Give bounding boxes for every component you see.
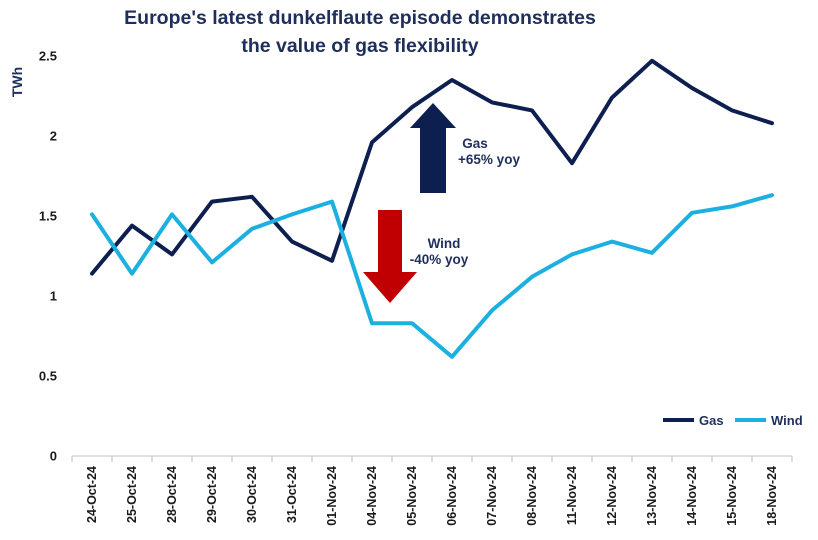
gas-up-arrow-icon <box>410 103 456 193</box>
x-tick-label: 05-Nov-24 <box>405 466 419 526</box>
y-tick-label: 1.5 <box>39 209 57 224</box>
series-lines <box>90 58 774 359</box>
x-tick-label: 04-Nov-24 <box>365 466 379 526</box>
y-tick-label: 2.5 <box>39 49 57 64</box>
legend-wind-label: Wind <box>771 413 803 428</box>
series-line-wind <box>90 193 774 359</box>
legend-gas-label: Gas <box>699 413 724 428</box>
wind-annotation-label: Wind <box>428 236 461 251</box>
y-axis-label: TWh <box>9 67 25 97</box>
x-tick-label: 14-Nov-24 <box>685 466 699 526</box>
x-tick-label: 12-Nov-24 <box>605 466 619 526</box>
y-tick-labels: 0 0.5 1 1.5 2 2.5 <box>39 49 57 464</box>
x-tick-label: 31-Oct-24 <box>285 466 299 523</box>
legend: Gas Wind <box>663 413 803 428</box>
wind-down-arrow-icon <box>363 210 417 303</box>
x-tick-label: 15-Nov-24 <box>725 466 739 526</box>
x-tick-label: 11-Nov-24 <box>565 466 579 525</box>
x-tick-label: 28-Oct-24 <box>165 466 179 523</box>
x-tick-label: 29-Oct-24 <box>205 466 219 523</box>
x-tick-label: 08-Nov-24 <box>525 466 539 526</box>
chart-title-line-2: the value of gas flexibility <box>241 35 478 57</box>
chart-title-line-1: Europe's latest dunkelflaute episode dem… <box>124 7 596 29</box>
y-tick-label: 0 <box>50 449 57 464</box>
x-tick-label: 06-Nov-24 <box>445 466 459 526</box>
x-tick-label: 18-Nov-24 <box>765 466 779 526</box>
y-tick-label: 2 <box>50 129 57 144</box>
x-tick-labels: 24-Oct-24 25-Oct-24 28-Oct-24 29-Oct-24 30-O… <box>71 456 793 526</box>
y-tick-label: 1 <box>50 289 57 304</box>
x-tick-label: 13-Nov-24 <box>645 466 659 526</box>
wind-annotation-value: -40% yoy <box>410 252 469 267</box>
gas-annotation-label: Gas <box>462 136 488 151</box>
series-line-gas <box>90 58 774 276</box>
x-tick-label: 07-Nov-24 <box>485 466 499 526</box>
x-tick-label: 24-Oct-24 <box>85 466 99 523</box>
x-tick-label: 01-Nov-24 <box>325 466 339 526</box>
x-tick-label: 25-Oct-24 <box>125 466 139 523</box>
y-tick-label: 0.5 <box>39 369 57 384</box>
gas-annotation-value: +65% yoy <box>458 152 520 167</box>
x-tick-label: 30-Oct-24 <box>245 466 259 523</box>
